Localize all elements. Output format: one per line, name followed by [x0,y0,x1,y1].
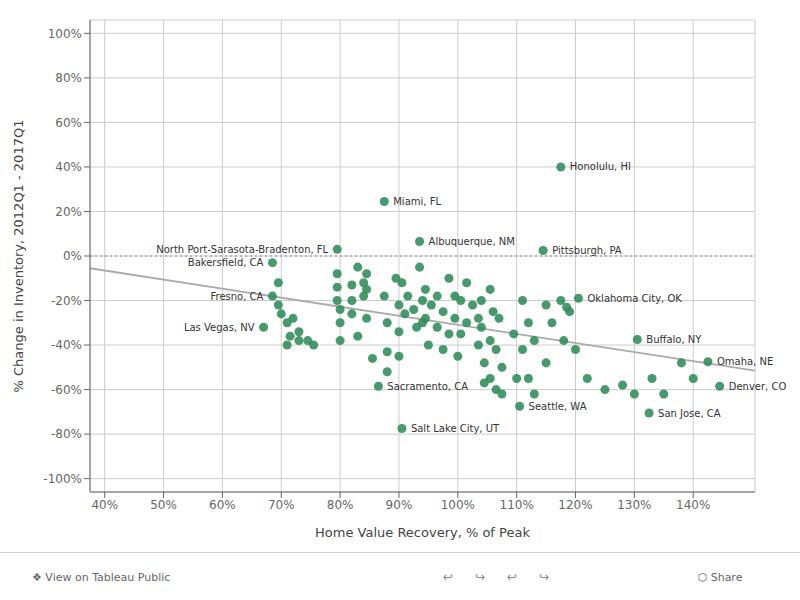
svg-text:-40%: -40% [51,338,82,352]
svg-text:Miami, FL: Miami, FL [393,196,441,207]
html-text:⬡ Share: ⬡ Share [697,570,743,583]
svg-text:Bakersfield, CA: Bakersfield, CA [188,257,264,268]
svg-text:Home Value Recovery, % of Peak: Home Value Recovery, % of Peak [315,525,530,540]
svg-text:-100%: -100% [43,472,82,486]
svg-text:20%: 20% [55,205,82,219]
svg-text:Salt Lake City, UT: Salt Lake City, UT [411,423,500,434]
svg-text:Las Vegas, NV: Las Vegas, NV [184,322,255,333]
svg-text:80%: 80% [55,71,82,85]
svg-text:120%: 120% [558,498,592,512]
svg-text:70%: 70% [268,498,295,512]
svg-text:Omaha, NE: Omaha, NE [717,356,773,367]
svg-text:-60%: -60% [51,383,82,397]
svg-text:100%: 100% [48,27,82,41]
svg-text:60%: 60% [55,116,82,130]
svg-text:Honolulu, HI: Honolulu, HI [570,161,631,172]
svg-text:140%: 140% [676,498,710,512]
svg-text:60%: 60% [209,498,236,512]
svg-text:North Port-Sarasota-Bradenton,: North Port-Sarasota-Bradenton, FL [156,244,328,255]
svg-text:-80%: -80% [51,427,82,441]
svg-text:130%: 130% [617,498,651,512]
svg-text:San Jose, CA: San Jose, CA [658,408,721,419]
svg-text:Seattle, WA: Seattle, WA [529,401,587,412]
svg-text:Albuquerque, NM: Albuquerque, NM [429,236,515,247]
svg-text:Oklahoma City, OK: Oklahoma City, OK [587,293,682,304]
svg-text:80%: 80% [327,498,354,512]
svg-text:40%: 40% [55,160,82,174]
svg-text:Sacramento, CA: Sacramento, CA [387,381,468,392]
svg-text:% Change in Inventory, 2012Q1: % Change in Inventory, 2012Q1 - 2017Q1 [11,120,26,393]
html-text:❖ View on Tableau Public: ❖ View on Tableau Public [32,570,171,583]
svg-text:110%: 110% [500,498,534,512]
svg-text:Pittsburgh, PA: Pittsburgh, PA [552,245,622,256]
svg-text:Fresno, CA: Fresno, CA [211,291,264,302]
svg-text:Buffalo, NY: Buffalo, NY [646,334,702,345]
svg-text:90%: 90% [386,498,413,512]
svg-text:100%: 100% [441,498,475,512]
svg-text:-20%: -20% [51,294,82,308]
svg-text:50%: 50% [150,498,177,512]
svg-text:0%: 0% [63,249,82,263]
svg-text:40%: 40% [91,498,118,512]
svg-text:Denver, CO: Denver, CO [729,381,787,392]
